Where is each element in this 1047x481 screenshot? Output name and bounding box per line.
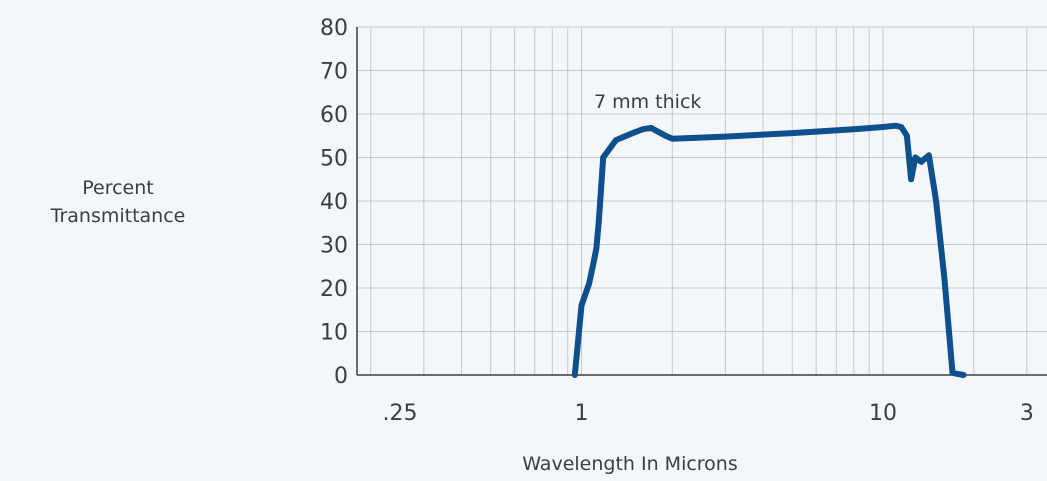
x-tick-labels: .25 1 10 3 xyxy=(383,401,1034,426)
y-axis-label: Percent Transmittance xyxy=(0,174,236,230)
x-axis-label: Wavelength In Microns xyxy=(522,453,738,475)
x-tick-label: 1 xyxy=(575,401,589,426)
y-axis-label-line-1: Percent xyxy=(82,177,154,199)
y-tick-label: 70 xyxy=(320,60,348,85)
y-tick-label: 30 xyxy=(320,234,348,259)
axes xyxy=(356,27,1047,376)
y-tick-label: 50 xyxy=(320,147,348,172)
annotation-group: 7 mm thick xyxy=(594,91,701,113)
y-tick-label: 80 xyxy=(320,16,348,41)
annotation-text: 7 mm thick xyxy=(594,91,701,113)
y-tick-label: 60 xyxy=(320,103,348,128)
y-tick-label: 20 xyxy=(320,277,348,302)
y-tick-labels: 0 10 20 30 40 50 60 70 80 xyxy=(320,16,348,389)
y-axis-label-line-2: Transmittance xyxy=(50,205,186,227)
x-tick-label: .25 xyxy=(383,401,418,426)
y-tick-label: 40 xyxy=(320,190,348,215)
series-group xyxy=(571,122,967,378)
grid-lines xyxy=(357,26,1047,375)
y-tick-label: 0 xyxy=(334,364,348,389)
x-tick-label: 10 xyxy=(869,401,897,426)
series-line-0 xyxy=(571,122,967,378)
x-tick-label: 3 xyxy=(1020,401,1034,426)
y-tick-label: 10 xyxy=(320,321,348,346)
